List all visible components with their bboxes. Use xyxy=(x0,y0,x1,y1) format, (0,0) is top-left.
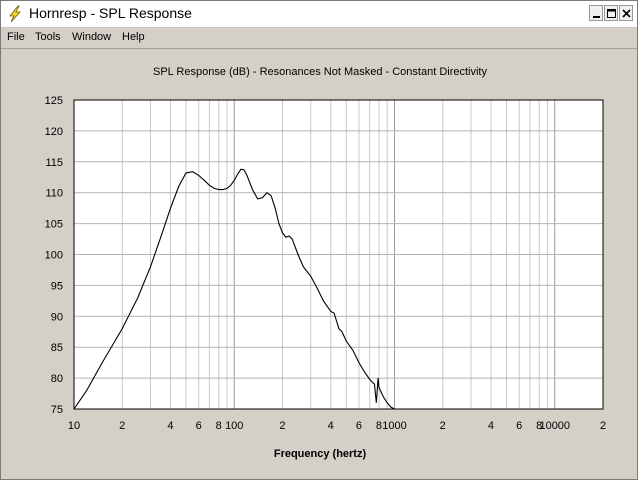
chart-title: SPL Response (dB) - Resonances Not Maske… xyxy=(152,66,487,78)
window-title: Hornresp - SPL Response xyxy=(29,5,192,21)
x-tick-label: 8 xyxy=(536,420,542,432)
x-tick-label: 2 xyxy=(440,420,446,432)
y-tick-label: 100 xyxy=(45,250,63,262)
x-tick-label: 10 xyxy=(68,420,80,432)
y-tick-label: 120 xyxy=(45,126,63,138)
minimize-icon xyxy=(593,16,600,18)
x-tick-label: 4 xyxy=(488,420,494,432)
lightning-icon xyxy=(9,5,21,23)
x-tick-label: 2 xyxy=(279,420,285,432)
minimize-button[interactable] xyxy=(589,5,603,21)
x-tick-label: 8 xyxy=(376,420,382,432)
x-tick-label: 1000 xyxy=(382,420,406,432)
maximize-icon xyxy=(607,9,616,18)
menu-tools[interactable]: Tools xyxy=(35,31,61,43)
y-tick-label: 75 xyxy=(51,404,63,416)
y-tick-label: 85 xyxy=(51,342,63,354)
title-bar[interactable]: Hornresp - SPL Response xyxy=(1,1,637,28)
y-tick-label: 105 xyxy=(45,219,63,231)
x-tick-label: 8 xyxy=(216,420,222,432)
y-tick-label: 90 xyxy=(51,311,63,323)
x-axis-label: Frequency (hertz) xyxy=(273,448,367,460)
x-tick-label: 4 xyxy=(167,420,173,432)
x-tick-label: 6 xyxy=(356,420,362,432)
x-tick-label: 10000 xyxy=(539,420,570,432)
spl-response-line xyxy=(73,168,395,410)
y-tick-label: 80 xyxy=(51,373,63,385)
chart-area: SPL Response (dB) - Resonances Not Maske… xyxy=(1,49,637,479)
close-icon xyxy=(622,9,631,18)
close-button[interactable] xyxy=(619,5,633,21)
maximize-button[interactable] xyxy=(604,5,618,21)
menu-help[interactable]: Help xyxy=(122,31,145,43)
y-tick-label: 115 xyxy=(45,157,63,169)
x-tick-label: 6 xyxy=(516,420,522,432)
x-tick-label: 6 xyxy=(196,420,202,432)
x-tick-label: 4 xyxy=(328,420,334,432)
y-tick-label: 125 xyxy=(45,95,63,107)
menu-window[interactable]: Window xyxy=(72,31,112,43)
plot-frame xyxy=(73,99,604,410)
x-tick-label: 2 xyxy=(600,420,606,432)
x-tick-label: 2 xyxy=(119,420,125,432)
menu-bar: File Tools Window Help xyxy=(1,28,637,49)
y-tick-label: 110 xyxy=(45,188,63,200)
y-tick-label: 95 xyxy=(51,280,63,292)
menu-file[interactable]: File xyxy=(7,31,25,43)
x-tick-label: 100 xyxy=(225,420,243,432)
